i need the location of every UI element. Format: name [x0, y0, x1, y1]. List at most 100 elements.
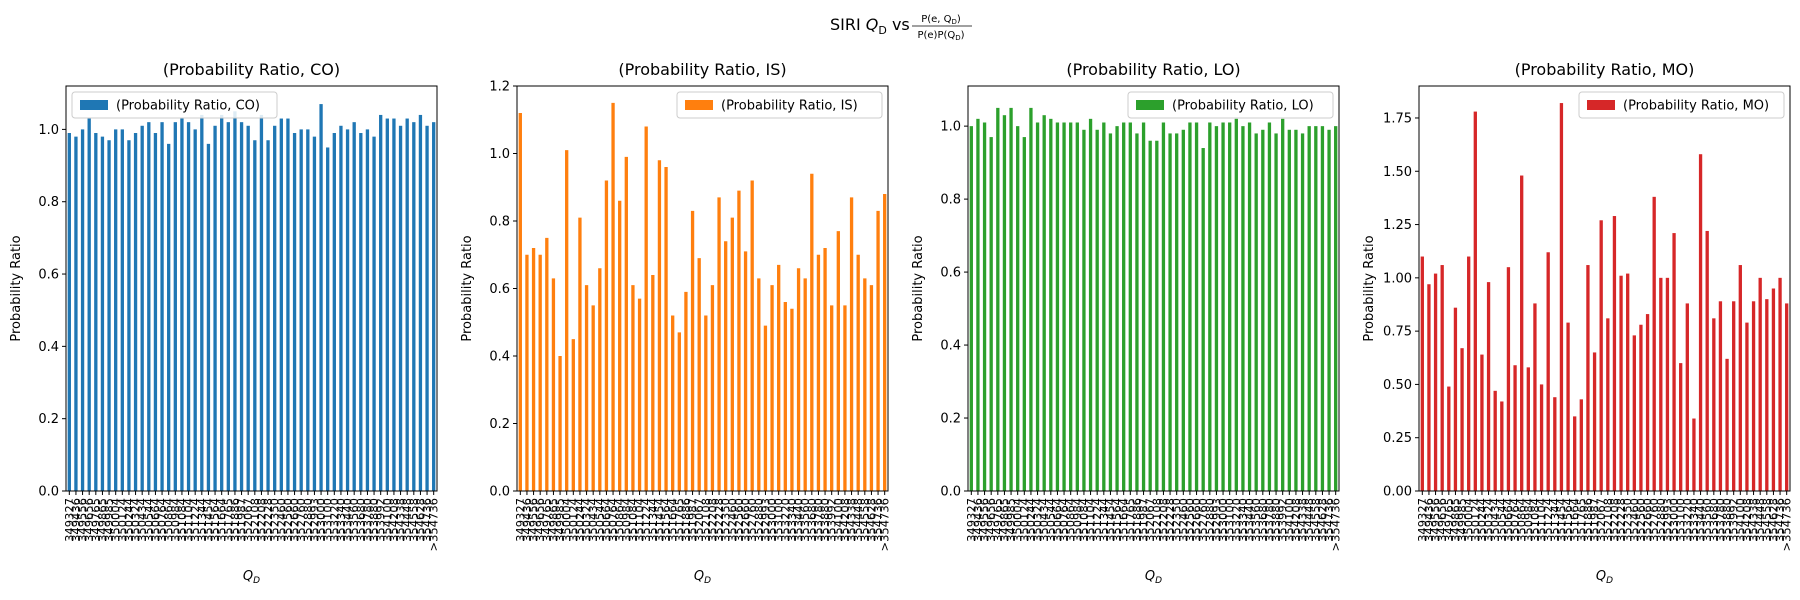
x-tick-label: 352993: [758, 498, 772, 542]
y-tick-label: 0.8: [940, 193, 961, 208]
x-tick-label: 354628: [1315, 498, 1329, 542]
bar: [611, 102, 615, 491]
x-tick-label: 351765: [1574, 498, 1588, 542]
x-tick-label: 349556: [527, 498, 541, 542]
bar: [1247, 122, 1252, 492]
bar: [657, 160, 662, 491]
x-tick-label: 350004: [1462, 498, 1476, 542]
x-tick-label: 353992: [1727, 498, 1741, 542]
chart-title: (Probability Ratio, LO): [1066, 60, 1240, 79]
bar: [1771, 288, 1776, 491]
x-tick-label: 351344: [1097, 498, 1111, 542]
x-tick-label: 351454: [201, 498, 215, 542]
bar: [1506, 267, 1511, 491]
x-tick-label: 353440: [341, 498, 355, 542]
x-tick-label: 349765: [1442, 498, 1456, 542]
x-tick-label: 349765: [991, 498, 1005, 542]
y-tick-label: 1.25: [1383, 218, 1412, 233]
suptitle: SIRI QD vs P(e, QD) P(e)P(QD): [830, 14, 972, 42]
x-tick-label: 351104: [1084, 498, 1098, 542]
svg-text:P(e, QD): P(e, QD): [921, 14, 961, 26]
y-tick-label: 0.2: [38, 412, 59, 427]
x-tick-label: 354558: [858, 498, 872, 542]
bar: [1062, 122, 1066, 492]
bar: [1241, 126, 1245, 491]
x-tick-label: 349656: [82, 498, 96, 542]
x-tick-label: >354736: [1780, 498, 1794, 552]
bar: [1652, 196, 1656, 491]
x-tick-label: 353992: [825, 498, 839, 542]
bar: [996, 107, 1000, 491]
bar: [1566, 322, 1570, 491]
y-axis-label: Probability Ratio: [9, 235, 24, 341]
bar: [969, 126, 973, 491]
x-tick-label: 351664: [1568, 498, 1582, 542]
x-tick-label: 350864: [613, 498, 627, 542]
suptitle-prefix: SIRI: [830, 15, 866, 34]
bar: [843, 305, 847, 492]
bar: [226, 122, 230, 491]
x-tick-label: 350434: [586, 498, 600, 542]
x-tick-label: 353220: [778, 498, 792, 542]
bar: [1493, 390, 1497, 491]
x-tick-label: 349765: [89, 498, 103, 542]
bar: [538, 254, 542, 491]
x-tick-label: 350324: [129, 498, 143, 542]
x-tick-label: 351664: [1117, 498, 1131, 542]
bar: [1102, 122, 1106, 492]
y-tick-label: 1.00: [1383, 271, 1412, 286]
x-tick-label: 352067: [692, 498, 706, 542]
bar: [1526, 367, 1530, 491]
bar: [1553, 397, 1557, 491]
x-tick-label: 354208: [838, 498, 852, 542]
bar: [1049, 118, 1053, 491]
x-tick-label: 352350: [1621, 498, 1635, 542]
bar: [1732, 301, 1736, 491]
bar: [1161, 122, 1166, 492]
bar: [1148, 140, 1152, 492]
y-tick-label: 0.4: [940, 339, 961, 354]
x-tick-label: 352350: [719, 498, 733, 542]
x-tick-label: 354338: [394, 498, 408, 542]
x-tick-label: 349436: [69, 498, 83, 542]
bar: [883, 194, 887, 491]
x-tick-label: 351454: [1554, 498, 1568, 542]
legend-label: (Probability Ratio, CO): [116, 99, 260, 114]
y-tick-label: 0.0: [940, 485, 961, 500]
x-tick-label: 350664: [599, 498, 613, 542]
bar: [631, 285, 635, 492]
bar: [677, 332, 681, 492]
x-tick-label: 351344: [195, 498, 209, 542]
x-tick-label: 349436: [1422, 498, 1436, 542]
bar: [1645, 314, 1650, 491]
bar: [1440, 265, 1444, 491]
bar: [1122, 122, 1126, 492]
suptitle-var: Q: [866, 15, 879, 34]
bar: [1520, 175, 1524, 491]
x-tick-label: 353780: [1262, 498, 1276, 542]
legend-swatch: [1136, 100, 1164, 110]
x-tick-label: 353560: [1249, 498, 1263, 542]
y-tick-label: 0.6: [38, 268, 59, 283]
bar: [1175, 133, 1179, 491]
x-tick-label: 353000: [314, 498, 328, 542]
x-tick-label: 353000: [765, 498, 779, 542]
x-tick-label: 352460: [725, 498, 739, 542]
x-tick-label: 354208: [387, 498, 401, 542]
x-tick-label: 354628: [864, 498, 878, 542]
bar: [160, 122, 164, 491]
x-tick-label: 349556: [76, 498, 90, 542]
bar: [1155, 140, 1159, 492]
bar: [1115, 126, 1119, 491]
chart-title: (Probability Ratio, CO): [163, 60, 340, 79]
x-tick-label: 351765: [221, 498, 235, 542]
legend-swatch: [80, 100, 108, 110]
x-tick-label: 352880: [752, 498, 766, 542]
bar: [1055, 122, 1060, 492]
legend-label: (Probability Ratio, LO): [1172, 99, 1314, 114]
x-tick-label: 354558: [1309, 498, 1323, 542]
x-tick-label: 350984: [168, 498, 182, 542]
bar: [876, 210, 880, 492]
bar: [266, 140, 270, 492]
bar: [1632, 335, 1636, 491]
